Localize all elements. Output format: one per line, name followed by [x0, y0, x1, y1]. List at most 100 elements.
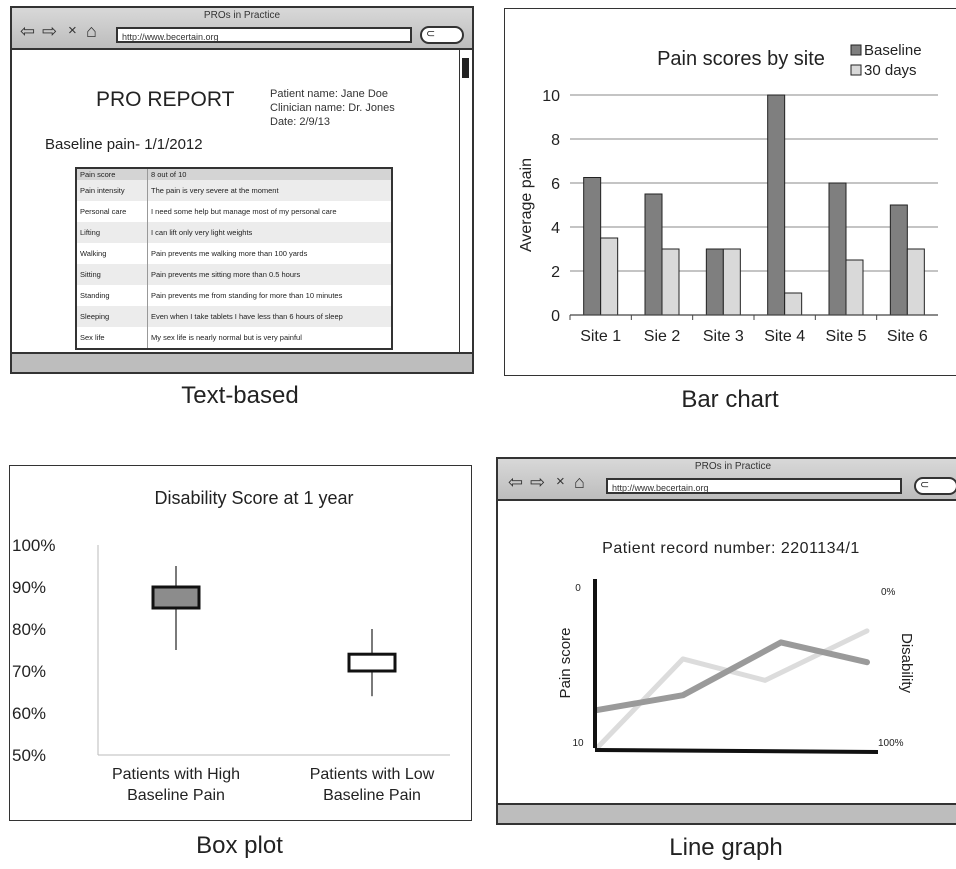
y-tick-label: 60% — [12, 704, 46, 723]
legend-label: 30 days — [864, 62, 917, 79]
y-tick-label: 90% — [12, 578, 46, 597]
box — [347, 652, 397, 673]
caption-bar-chart: Bar chart — [681, 386, 779, 413]
bar-baseline — [583, 177, 602, 316]
back-arrow-icon[interactable]: ⇦ — [508, 472, 524, 492]
table-row: Lifting I can lift only very light weight… — [76, 222, 393, 243]
home-icon[interactable]: ⌂ — [574, 472, 585, 492]
header-cell: 8 out of 10 — [147, 168, 393, 180]
report-titlebar: PROs in Practice ⇦ ⇨ × ⌂ http://www.bece… — [12, 8, 472, 50]
x-tick-label: Patients with Low — [310, 766, 435, 783]
caption-text-based: Text-based — [181, 382, 299, 409]
box — [151, 585, 201, 610]
y-tick-label: 80% — [12, 620, 46, 639]
y-tick-label: 50% — [12, 746, 46, 765]
clinician-name: Clinician name: Dr. Jones — [270, 102, 395, 114]
x-tick-label: Site 4 — [764, 328, 805, 345]
right-axis-top-label: 0% — [881, 587, 896, 598]
search-button[interactable]: ⊂ — [914, 477, 956, 495]
x-tick-label: Site 1 — [580, 328, 621, 345]
table-row: Standing Pain prevents me from standing f… — [76, 285, 393, 306]
status-bar — [12, 352, 472, 372]
bar-30-days — [845, 259, 864, 316]
bar-30-days — [784, 292, 803, 316]
y-tick-label: 2 — [551, 264, 560, 281]
bar-baseline — [705, 248, 724, 316]
report-date: Date: 2/9/13 — [270, 116, 330, 128]
window-title: PROs in Practice — [203, 10, 281, 21]
left-axis-top-label: 0 — [575, 583, 581, 594]
y-tick-label: 4 — [551, 220, 560, 237]
x-tick-label: Baseline Pain — [127, 787, 225, 804]
table-row: Sitting Pain prevents me sitting more tha… — [76, 264, 393, 285]
legend-label: Baseline — [864, 42, 922, 59]
scroll-thumb[interactable] — [462, 58, 469, 78]
row-label: Sex life — [76, 327, 148, 349]
row-value: I need some help but manage most of my p… — [147, 201, 393, 222]
pain-score-line — [594, 639, 870, 714]
window-title: PROs in Practice — [694, 461, 772, 472]
header-cell: Pain score — [76, 168, 148, 180]
table-row: Pain intensity The pain is very severe at… — [76, 180, 393, 201]
report-window: PROs in Practice ⇦ ⇨ × ⌂ http://www.bece… — [10, 6, 474, 374]
y-tick-label: 100% — [12, 536, 55, 555]
url-bar[interactable]: http://www.becertain.org — [606, 478, 902, 494]
row-label: Sitting — [76, 264, 148, 285]
x-tick-label: Site 5 — [826, 328, 867, 345]
x-tick-label: Sie 2 — [644, 328, 681, 345]
row-value: Pain prevents me walking more than 100 y… — [147, 243, 393, 264]
vertical-scrollbar[interactable] — [459, 50, 472, 352]
forward-arrow-icon[interactable]: ⇨ — [42, 21, 58, 41]
row-value: Pain prevents me sitting more than 0.5 h… — [147, 264, 393, 285]
x-tick-label: Baseline Pain — [323, 787, 421, 804]
disability-line — [594, 628, 870, 751]
y-tick-label: 8 — [551, 132, 560, 149]
left-axis-bottom-label: 10 — [572, 738, 584, 749]
url-bar[interactable]: http://www.becertain.org — [116, 27, 412, 43]
row-label: Personal care — [76, 201, 148, 222]
forward-arrow-icon[interactable]: ⇨ — [530, 472, 546, 492]
bar-chart-panel: Pain scores by site 0 2 4 6 8 10 Average pain Si… — [504, 8, 956, 376]
x-axis — [594, 748, 879, 754]
row-value: Pain prevents me from standing for more … — [147, 285, 393, 306]
x-tick-label: Patients with High — [112, 766, 240, 783]
chart-title: Disability Score at 1 year — [154, 488, 353, 508]
home-icon[interactable]: ⌂ — [86, 21, 97, 41]
bar-30-days — [600, 237, 619, 316]
chart-title: Pain scores by site — [657, 48, 825, 70]
bar-30-days — [906, 248, 925, 316]
baseline-heading: Baseline pain- 1/1/2012 — [45, 136, 203, 153]
caption-line-graph: Line graph — [669, 834, 783, 861]
y-axis-label-left: Pain score — [557, 628, 574, 699]
table-header-row: Pain score 8 out of 10 — [76, 168, 393, 180]
y-axis-label-right: Disability — [898, 633, 915, 694]
back-arrow-icon[interactable]: ⇦ — [20, 21, 36, 41]
search-button[interactable]: ⊂ — [420, 26, 464, 44]
y-tick-label: 0 — [551, 308, 560, 325]
bar-30-days — [661, 248, 680, 316]
box-plot: Disability Score at 1 year 50% 60% 70% 80% 90… — [12, 488, 450, 804]
box-plot-panel: Disability Score at 1 year 50% 60% 70% 80% 90… — [9, 465, 472, 821]
table-row: Sex life My sex life is nearly normal but… — [76, 327, 393, 349]
bar-baseline — [828, 182, 847, 316]
right-axis-bottom-label: 100% — [878, 738, 904, 749]
bar-chart: Pain scores by site 0 2 4 6 8 10 Average pain Si… — [518, 42, 938, 345]
table-row: Sleeping Even when I take tablets I have … — [76, 306, 393, 327]
search-icon: ⊂ — [426, 28, 436, 40]
y-tick-label: 70% — [12, 662, 46, 681]
y-tick-label: 6 — [551, 176, 560, 193]
row-label: Standing — [76, 285, 148, 306]
line-graph: Patient record number: 2201134/10100%100… — [557, 540, 915, 754]
line-titlebar: PROs in Practice ⇦ ⇨ × ⌂ http://www.bece… — [498, 459, 956, 501]
row-label: Pain intensity — [76, 180, 148, 201]
pro-table: Pain score 8 out of 10 Pain intensity The… — [75, 167, 393, 350]
y-axis-label: Average pain — [518, 158, 535, 252]
close-icon[interactable]: × — [68, 22, 77, 39]
row-label: Walking — [76, 243, 148, 264]
row-label: Sleeping — [76, 306, 148, 327]
row-label: Lifting — [76, 222, 148, 243]
y-tick-label: 10 — [542, 88, 560, 105]
bar-baseline — [889, 204, 908, 316]
close-icon[interactable]: × — [556, 473, 565, 490]
bar-30-days — [722, 248, 741, 316]
